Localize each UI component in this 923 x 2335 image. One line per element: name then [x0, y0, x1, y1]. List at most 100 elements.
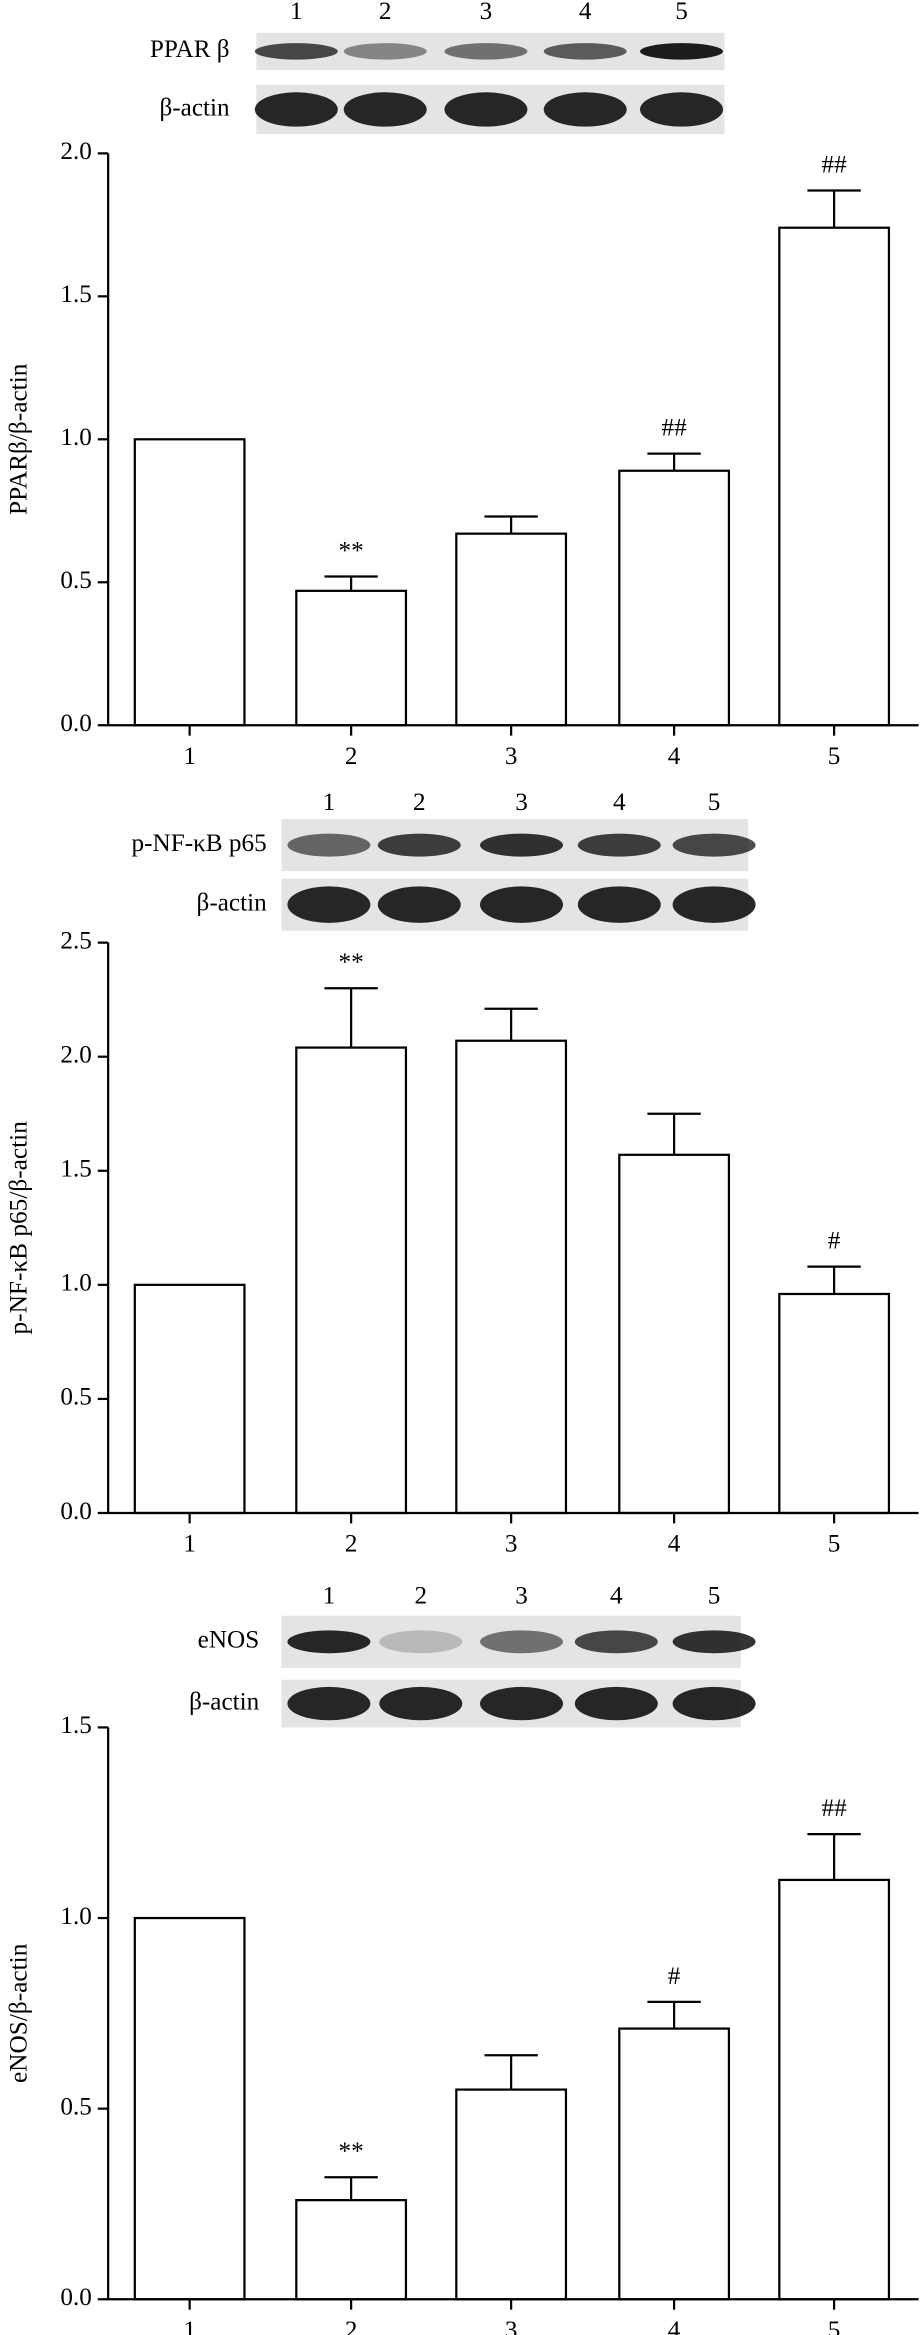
x-tick-label: 2	[345, 742, 358, 770]
lane-label: 2	[414, 1582, 427, 1610]
x-tick-label: 2	[345, 2316, 358, 2335]
blot-band	[574, 1630, 658, 1654]
bar	[295, 1046, 408, 1515]
blot-band	[343, 92, 427, 127]
bar	[295, 589, 408, 727]
y-tick-label: 0.0	[60, 2283, 91, 2311]
significance-mark: **	[339, 948, 364, 976]
blot-band	[672, 886, 756, 923]
blot-row-label: β-actin	[159, 93, 230, 121]
x-tick-label: 3	[505, 2316, 518, 2335]
significance-mark: **	[339, 536, 364, 564]
y-tick-label: 1.5	[60, 1711, 91, 1739]
blot-band	[640, 92, 723, 127]
y-tick-label: 0.5	[60, 2092, 91, 2120]
y-tick-label: 1.5	[60, 280, 91, 308]
y-tick-label: 0.5	[60, 566, 91, 594]
blot-row-label: PPAR β	[150, 35, 230, 63]
blot-row-label: eNOS	[198, 1626, 260, 1654]
blot-band	[379, 1630, 463, 1654]
blot-band	[343, 43, 427, 60]
significance-mark: ##	[662, 414, 688, 442]
blot-band	[287, 886, 371, 923]
blot-band	[672, 1686, 756, 1721]
x-tick-label: 1	[183, 1530, 196, 1558]
x-tick-label: 3	[505, 742, 518, 770]
lane-label: 1	[323, 1582, 336, 1610]
blot-band	[480, 1630, 563, 1654]
bar	[455, 1039, 568, 1515]
significance-mark: #	[828, 1227, 841, 1255]
x-tick-label: 3	[505, 1530, 518, 1558]
bar	[618, 2027, 731, 2301]
blot-row-label: p-NF-κB p65	[132, 829, 267, 857]
y-axis-label: eNOS/β-actin	[5, 1943, 33, 2083]
blot-band	[287, 833, 371, 857]
x-tick-label: 1	[183, 2316, 196, 2335]
bar	[133, 1283, 246, 1515]
y-tick-label: 2.5	[60, 926, 91, 954]
blot-band	[377, 833, 461, 857]
x-tick-label: 4	[668, 2316, 681, 2335]
blot-band	[640, 43, 723, 60]
lane-label: 5	[675, 0, 688, 25]
significance-mark: #	[668, 1962, 681, 1990]
x-tick-label: 2	[345, 1530, 358, 1558]
lane-label: 4	[579, 0, 592, 25]
bar	[618, 469, 731, 727]
significance-mark: ##	[822, 1794, 848, 1822]
x-tick-label: 5	[828, 1530, 841, 1558]
bar	[618, 1153, 731, 1515]
blot-band	[377, 886, 461, 923]
lane-label: 4	[613, 788, 626, 816]
blot-band	[480, 833, 563, 857]
blot-row-label: β-actin	[197, 888, 268, 916]
blot-band	[672, 1630, 756, 1654]
y-tick-label: 1.0	[60, 423, 91, 451]
bar	[133, 1916, 246, 2301]
lane-label: 4	[610, 1582, 623, 1610]
lane-label: 3	[480, 0, 493, 25]
bar	[778, 1878, 891, 2301]
blot-band	[574, 1686, 658, 1721]
blot-row-label: β-actin	[189, 1687, 260, 1715]
blot-band	[444, 43, 528, 60]
bar	[295, 2199, 408, 2301]
lane-label: 5	[708, 788, 721, 816]
blot-band	[672, 833, 756, 857]
y-tick-label: 1.0	[60, 1902, 91, 1930]
significance-mark: ##	[822, 150, 848, 178]
blot-band	[254, 92, 338, 127]
y-tick-label: 0.0	[60, 1497, 91, 1525]
x-tick-label: 5	[828, 742, 841, 770]
y-tick-label: 2.0	[60, 1040, 91, 1068]
bar	[455, 2088, 568, 2301]
blot-band	[287, 1686, 371, 1721]
y-tick-label: 0.0	[60, 709, 91, 737]
bar	[455, 532, 568, 727]
y-axis-label: PPARβ/β-actin	[5, 363, 33, 515]
y-tick-label: 2.0	[60, 137, 91, 165]
bar	[778, 226, 891, 727]
y-tick-label: 1.0	[60, 1269, 91, 1297]
x-tick-label: 4	[668, 742, 681, 770]
significance-mark: **	[339, 2137, 364, 2165]
bar	[778, 1292, 891, 1515]
y-axis-label: p-NF-κB p65/β-actin	[5, 1121, 33, 1335]
x-tick-label: 1	[183, 742, 196, 770]
blot-band	[287, 1630, 371, 1654]
y-tick-label: 1.5	[60, 1155, 91, 1183]
lane-label: 3	[515, 788, 528, 816]
blot-band	[444, 92, 528, 127]
blot-band	[543, 92, 627, 127]
bar	[133, 438, 246, 727]
blot-band	[577, 833, 661, 857]
lane-label: 1	[290, 0, 303, 25]
blot-band	[543, 43, 627, 60]
x-tick-label: 4	[668, 1530, 681, 1558]
lane-label: 2	[379, 0, 392, 25]
lane-label: 3	[515, 1582, 528, 1610]
y-tick-label: 0.5	[60, 1383, 91, 1411]
blot-band	[254, 43, 338, 60]
